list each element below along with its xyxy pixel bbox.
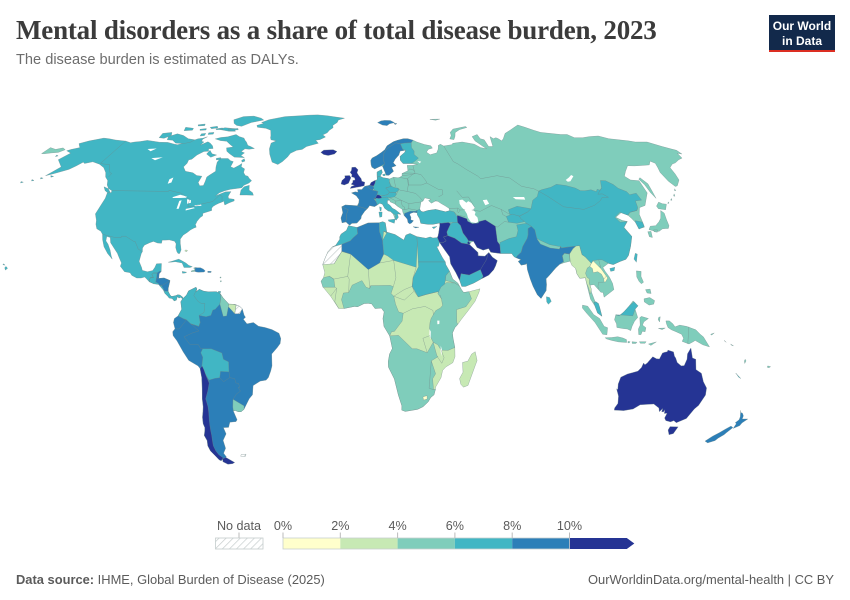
svg-text:4%: 4% bbox=[388, 519, 406, 533]
svg-text:10%: 10% bbox=[557, 519, 582, 533]
svg-text:No data: No data bbox=[217, 519, 261, 533]
svg-text:8%: 8% bbox=[503, 519, 521, 533]
svg-text:0%: 0% bbox=[274, 519, 292, 533]
svg-text:2%: 2% bbox=[331, 519, 349, 533]
svg-text:6%: 6% bbox=[446, 519, 464, 533]
